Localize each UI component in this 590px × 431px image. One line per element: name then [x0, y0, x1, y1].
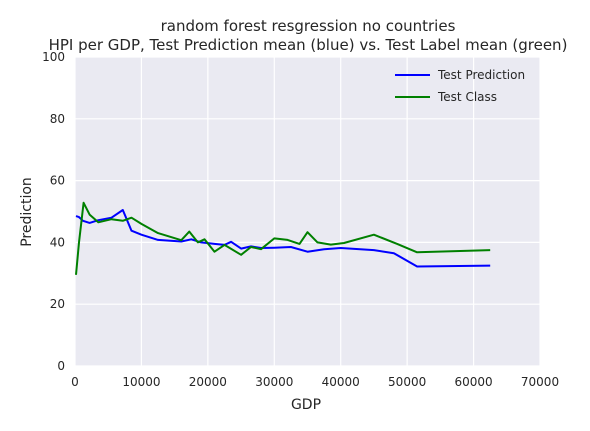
x-tick-label: 0	[71, 375, 79, 389]
x-axis-label: GDP	[291, 397, 321, 413]
legend-label-test-prediction: Test Prediction	[437, 68, 525, 82]
y-tick-label: 80	[50, 112, 65, 126]
x-tick-label: 50000	[388, 375, 426, 389]
y-tick-label: 20	[50, 297, 65, 311]
y-tick-label: 0	[57, 359, 65, 373]
chart-title: random forest resgression no countries	[161, 17, 456, 35]
chart-subtitle: HPI per GDP, Test Prediction mean (blue)…	[49, 36, 568, 54]
x-tick-label: 30000	[255, 375, 293, 389]
x-gridlines	[74, 57, 541, 366]
series-lines	[75, 201, 491, 275]
y-axis-label: Prediction	[19, 177, 35, 247]
y-tick-label: 100	[42, 50, 65, 64]
legend: Test Prediction Test Class	[395, 68, 525, 104]
x-tick-label: 70000	[521, 375, 559, 389]
y-tick-label: 60	[50, 174, 65, 188]
series-line-test-class	[75, 201, 491, 275]
y-gridlines	[75, 56, 540, 367]
legend-label-test-class: Test Class	[437, 90, 497, 104]
x-tick-label: 40000	[322, 375, 360, 389]
plot-area	[75, 57, 540, 366]
x-tick-label: 20000	[189, 375, 227, 389]
x-tick-label: 10000	[122, 375, 160, 389]
series-line-test-prediction	[75, 209, 491, 268]
y-tick-label: 40	[50, 235, 65, 249]
x-tick-label: 60000	[454, 375, 492, 389]
y-tick-labels: 0 20 40 60 80 100	[42, 50, 65, 373]
x-tick-labels: 0 10000 20000 30000 40000 50000 60000 70000	[71, 375, 559, 389]
